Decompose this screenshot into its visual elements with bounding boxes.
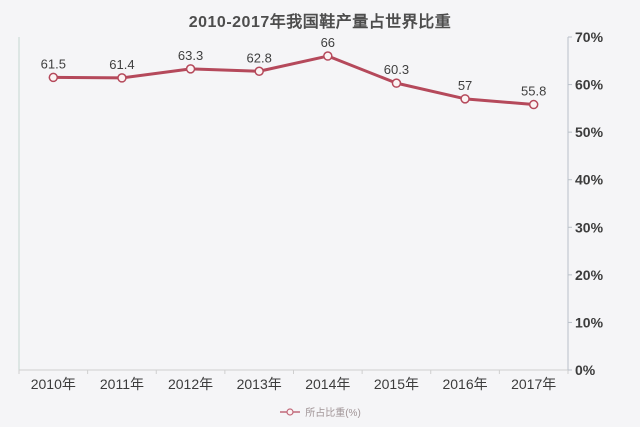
x-axis-label: 2015年 xyxy=(374,376,419,392)
legend-item-series[interactable]: 所占比重(%) xyxy=(279,404,361,419)
data-point-marker xyxy=(460,94,470,104)
data-label: 57 xyxy=(458,78,472,93)
x-axis-label: 2014年 xyxy=(305,376,350,392)
legend: 所占比重(%) xyxy=(0,404,640,419)
data-label: 62.8 xyxy=(247,50,272,65)
series-line xyxy=(51,54,536,107)
chart-title: 2010-2017年我国鞋产量占世界比重 xyxy=(188,14,452,31)
data-point-marker xyxy=(254,66,264,77)
legend-label: 所占比重(%) xyxy=(305,408,361,419)
data-point-marker xyxy=(117,73,127,83)
data-point-marker xyxy=(323,51,333,61)
x-axis-label: 2017年 xyxy=(511,376,556,392)
y-axis-label: 20% xyxy=(575,267,604,283)
x-axis-label: 2012年 xyxy=(168,376,213,392)
y-axis-label: 60% xyxy=(575,77,604,93)
y-axis-label: 0% xyxy=(575,362,596,378)
x-axis-label: 2013年 xyxy=(237,376,282,392)
legend-line-marker-icon xyxy=(280,407,301,416)
data-label: 61.5 xyxy=(41,56,66,71)
y-axis-label: 10% xyxy=(575,314,604,330)
data-label: 63.3 xyxy=(178,48,203,63)
data-point-marker xyxy=(48,72,59,83)
x-axis-label: 2011年 xyxy=(100,376,144,392)
y-axis-label: 30% xyxy=(575,219,604,235)
data-label: 55.8 xyxy=(521,84,546,99)
data-label: 61.4 xyxy=(109,57,134,72)
x-axis-label: 2016年 xyxy=(442,376,487,392)
x-axis-label: 2010年 xyxy=(31,376,76,392)
y-axis-label: 70% xyxy=(575,29,604,45)
data-point-marker xyxy=(528,99,539,110)
y-axis-label: 40% xyxy=(575,172,604,188)
data-label: 60.3 xyxy=(384,62,409,77)
data-point-marker xyxy=(185,64,196,74)
y-axis-label: 50% xyxy=(575,124,604,140)
data-label: 66 xyxy=(321,35,335,50)
data-point-marker xyxy=(391,78,402,88)
